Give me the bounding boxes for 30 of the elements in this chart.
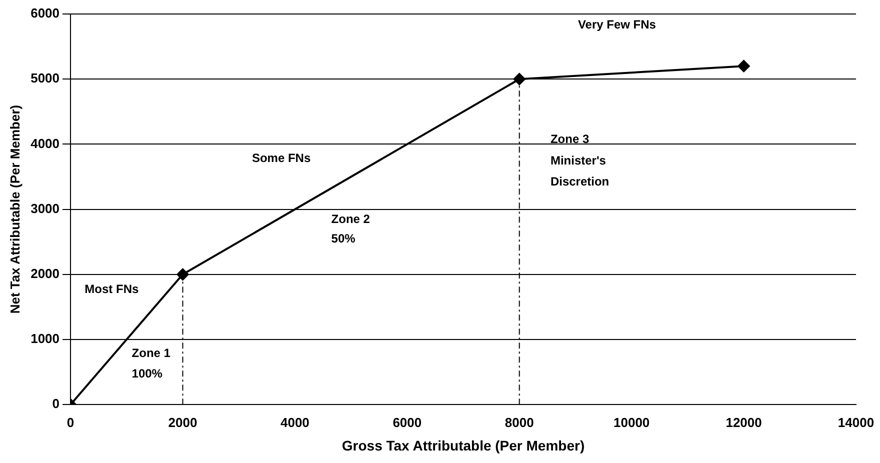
annotation: Minister's (550, 154, 606, 168)
x-tick-label: 2000 (168, 414, 198, 430)
annotation: Zone 1 (132, 346, 171, 360)
x-tick-label: 10000 (614, 414, 650, 430)
y-tick-label: 5000 (30, 70, 60, 86)
x-tick-label: 12000 (726, 414, 762, 430)
y-tick-label: 0 (52, 396, 60, 412)
annotation: Discretion (550, 174, 610, 189)
point (176, 268, 189, 280)
annotation: 100% (132, 366, 163, 380)
y-tick-label: 1000 (30, 331, 60, 346)
annotation: Most FNs (84, 282, 139, 296)
x-axis-title: Gross Tax Attributable (Per Member) (342, 437, 585, 454)
x-tick-label: 8000 (504, 414, 534, 430)
annotation: Very Few FNs (578, 18, 656, 32)
y-tick-label: 4000 (30, 136, 60, 151)
y-axis-title: Net Tax Attributable (Per Member) (7, 104, 22, 314)
y-tick-label: 3000 (30, 200, 60, 216)
x-tick-label: 6000 (392, 414, 422, 430)
annotation: Some FNs (252, 151, 311, 166)
y-tick-label: 6000 (30, 6, 60, 21)
x-tick-label: 4000 (280, 414, 310, 430)
point (513, 73, 526, 86)
annotation: Zone 2 (331, 212, 370, 226)
y-tick-label: 2000 (30, 266, 60, 281)
point (738, 60, 750, 72)
annotation: 50% (331, 232, 356, 246)
x-tick-label: 0 (66, 414, 74, 430)
x-tick-label: 14000 (838, 414, 874, 430)
annotation: Zone 3 (550, 132, 590, 146)
